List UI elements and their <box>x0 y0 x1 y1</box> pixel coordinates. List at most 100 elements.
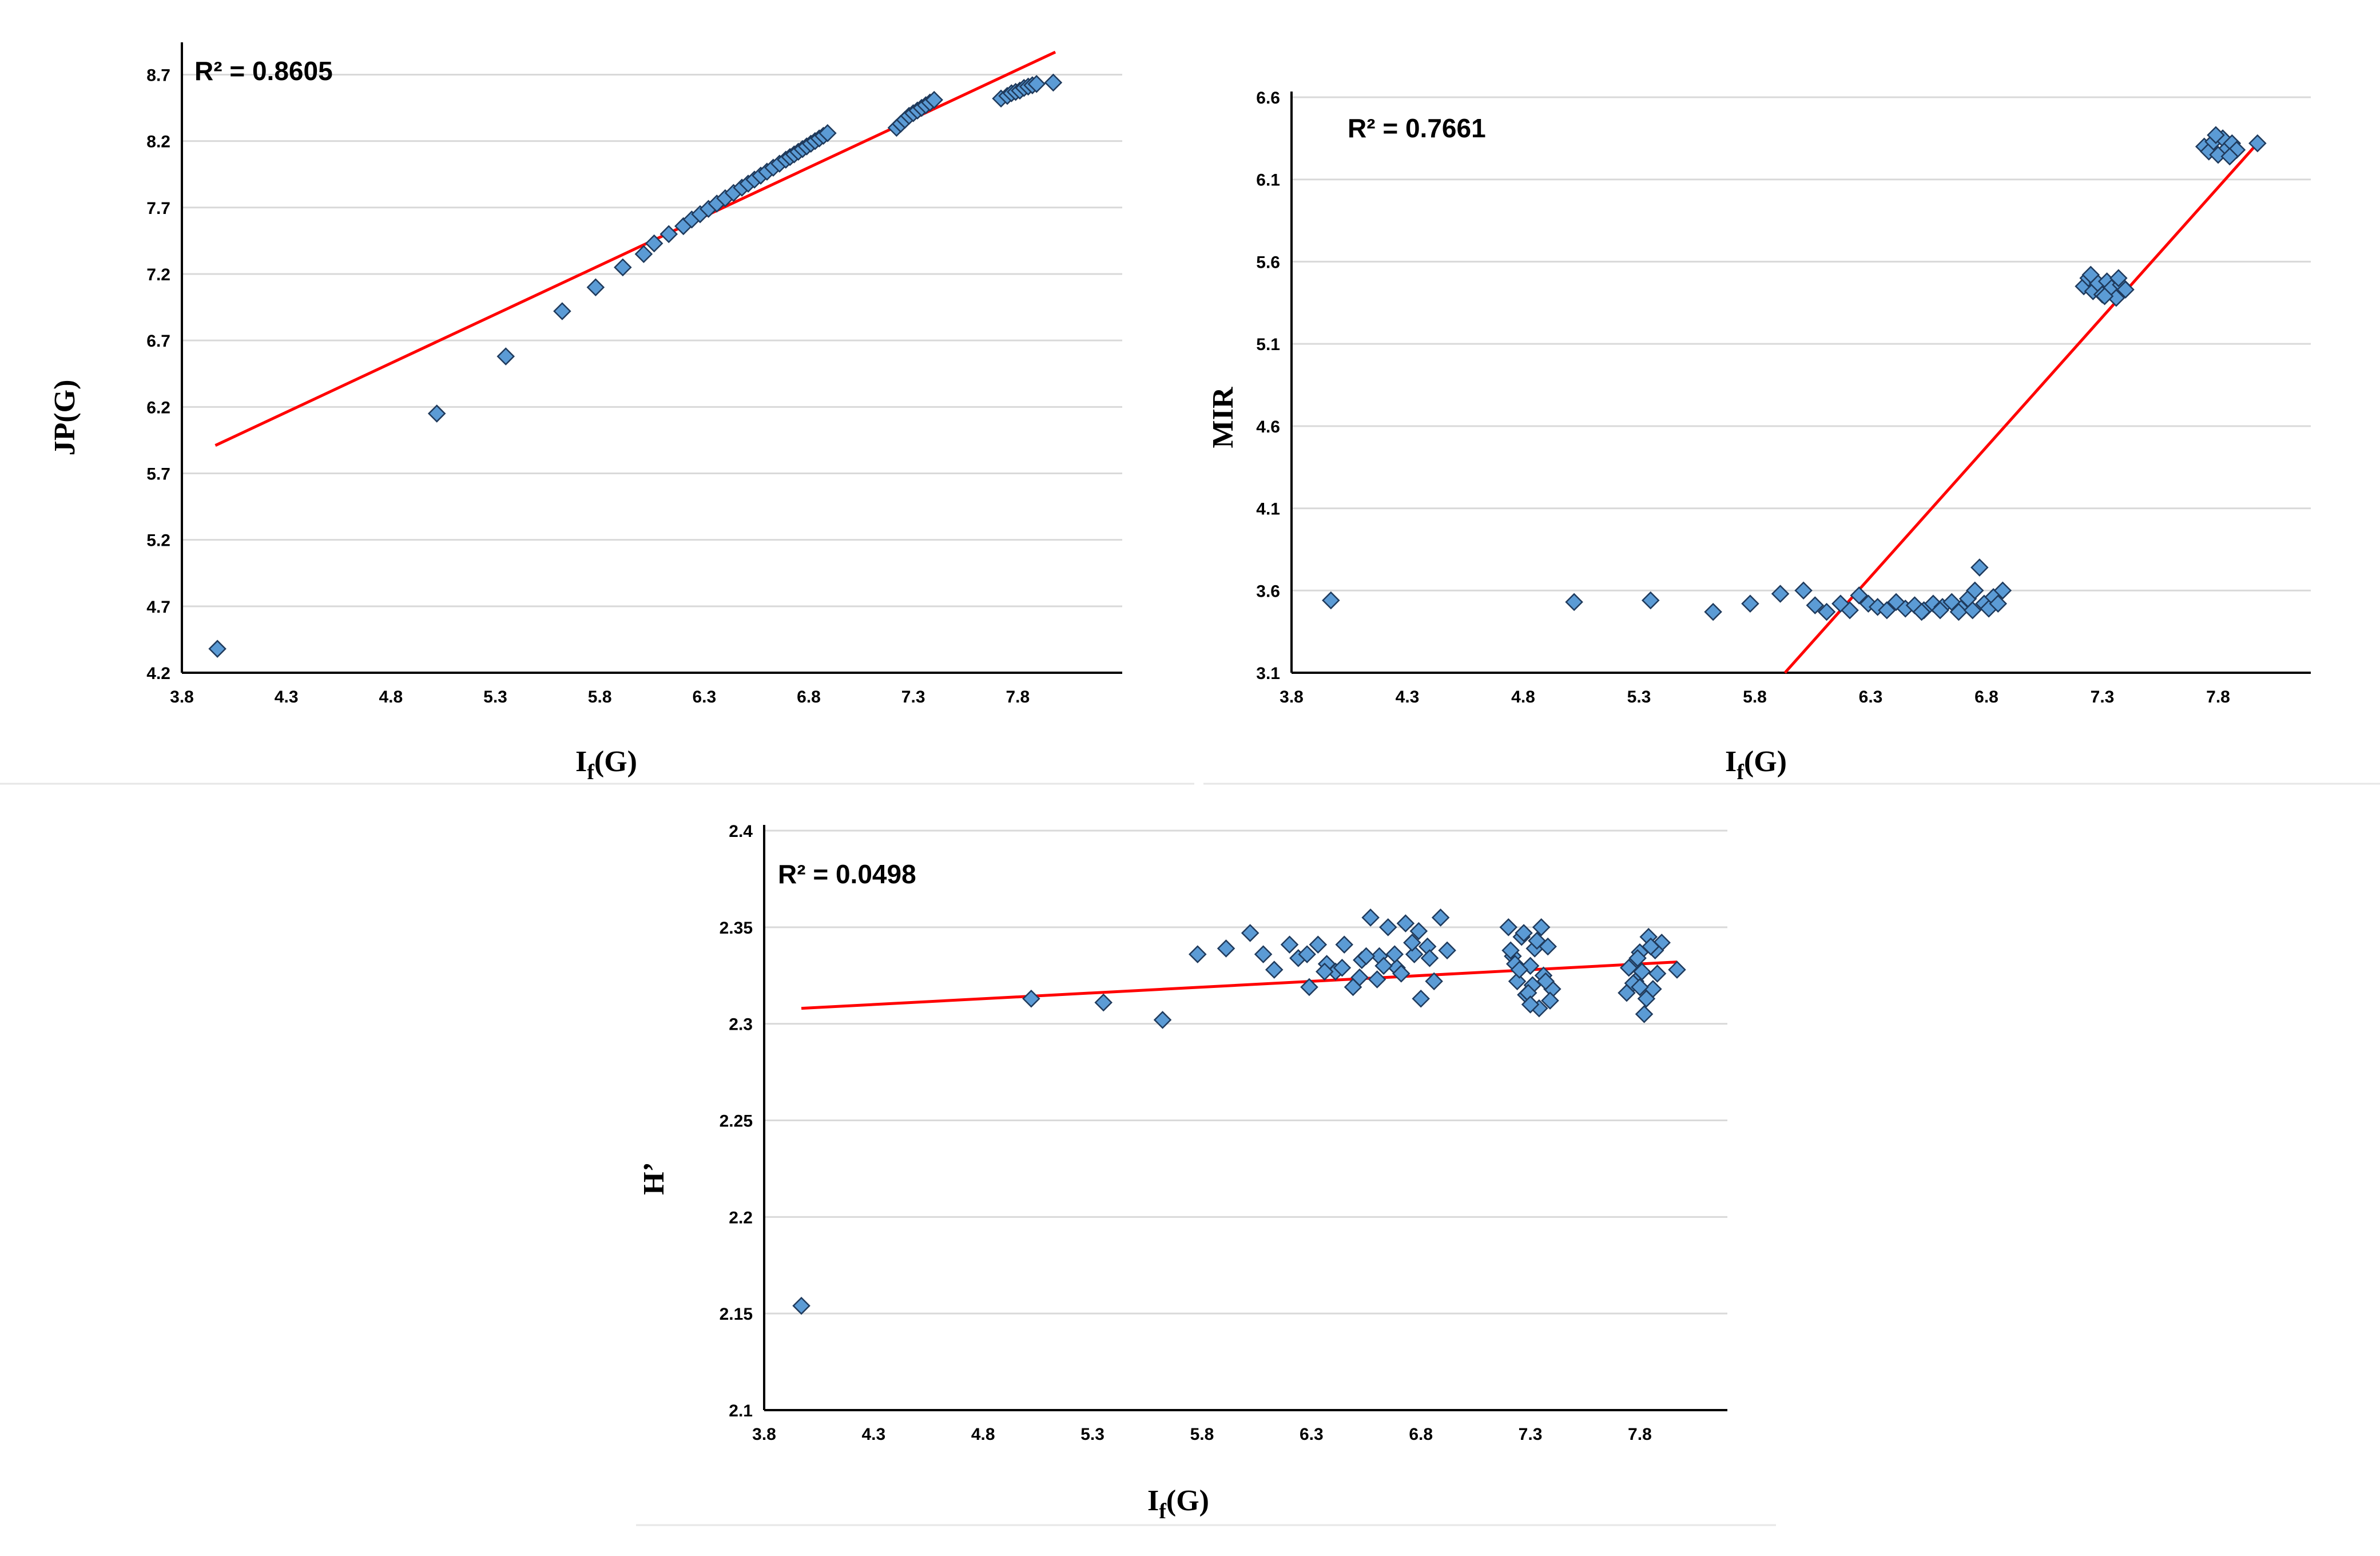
data-point <box>2116 280 2135 299</box>
x-tick-label: 5.3 <box>1627 688 1651 706</box>
data-point <box>1409 922 1428 940</box>
x-tick-label: 3.8 <box>170 688 194 706</box>
x-axis-title-subscript: f <box>587 760 595 784</box>
data-point <box>634 245 653 263</box>
trendline <box>1783 142 2259 674</box>
y-axis-title: JP(G) <box>49 380 81 456</box>
x-axis-title: If(G) <box>575 745 637 784</box>
data-point <box>1420 949 1439 967</box>
data-point <box>2109 269 2128 287</box>
data-point <box>1438 941 1456 960</box>
x-tick-label: 7.3 <box>2091 688 2115 706</box>
data-point <box>1806 596 1825 614</box>
data-point <box>659 225 678 244</box>
y-tick-label: 5.6 <box>1256 253 1280 272</box>
data-point <box>1385 945 1404 963</box>
y-tick-label: 2.1 <box>729 1402 753 1420</box>
data-point <box>1912 602 1931 621</box>
data-point <box>1350 968 1369 987</box>
data-point <box>1528 931 1546 950</box>
y-tick-label: 5.2 <box>146 531 170 550</box>
data-point <box>1392 964 1410 983</box>
data-point <box>1632 962 1651 981</box>
y-tick-label: 2.25 <box>720 1112 753 1131</box>
data-point <box>1993 581 2012 600</box>
data-point <box>208 640 227 658</box>
y-tick-label: 4.6 <box>1256 418 1280 436</box>
data-point <box>1027 74 1046 93</box>
data-point <box>1425 972 1443 991</box>
data-point <box>553 302 571 320</box>
data-point <box>1300 978 1318 997</box>
data-point <box>1631 978 1649 997</box>
x-axis-title-main: I <box>1147 1484 1159 1517</box>
x-tick-label: 5.8 <box>1190 1425 1214 1444</box>
data-point <box>1620 958 1638 977</box>
x-tick-label: 4.3 <box>1396 688 1420 706</box>
data-point <box>1189 945 1207 963</box>
data-point <box>2081 265 2100 284</box>
data-point <box>1501 941 1520 960</box>
data-point <box>1963 601 1982 620</box>
y-tick-label: 3.1 <box>1256 664 1280 683</box>
data-point <box>1217 939 1235 958</box>
x-axis-title-subscript: f <box>1159 1499 1167 1523</box>
data-point <box>1508 972 1527 991</box>
x-tick-label: 3.8 <box>1280 688 1304 706</box>
x-tick-label: 3.8 <box>752 1425 776 1444</box>
data-point <box>1704 602 1722 621</box>
data-point <box>1541 991 1559 1010</box>
y-axis-title: H’ <box>638 1162 670 1195</box>
x-axis-title-subscript: f <box>1737 760 1745 784</box>
data-point <box>1153 1011 1172 1029</box>
y-tick-label: 5.7 <box>146 465 170 483</box>
data-point <box>1309 935 1328 954</box>
x-tick-label: 7.8 <box>1006 688 1030 706</box>
data-point <box>1648 964 1667 983</box>
data-point <box>645 234 663 253</box>
data-point <box>1841 601 1859 620</box>
data-point <box>1515 924 1533 942</box>
data-point <box>1521 995 1540 1014</box>
x-tick-label: 4.8 <box>971 1425 995 1444</box>
data-point <box>1565 593 1583 612</box>
x-axis-title-rest: (G) <box>594 745 637 778</box>
data-point <box>1412 990 1430 1008</box>
x-tick-label: 6.3 <box>1859 688 1883 706</box>
data-point <box>1965 581 1984 600</box>
y-tick-label: 2.2 <box>729 1208 753 1227</box>
data-point <box>1499 918 1518 936</box>
x-tick-label: 5.3 <box>483 688 507 706</box>
data-point <box>1335 935 1353 954</box>
data-point <box>1970 558 1989 577</box>
data-point <box>1771 585 1790 603</box>
data-point <box>1641 591 1660 610</box>
r-squared-label: R² = 0.8605 <box>194 56 333 86</box>
y-tick-label: 4.2 <box>146 664 170 683</box>
x-axis-title: If(G) <box>1147 1484 1209 1523</box>
data-point <box>1635 1005 1654 1023</box>
data-point <box>2095 287 2114 305</box>
x-tick-label: 7.8 <box>1628 1425 1652 1444</box>
data-point <box>1265 960 1284 979</box>
data-point <box>1396 914 1415 932</box>
x-tick-label: 6.8 <box>797 688 821 706</box>
y-tick-label: 3.6 <box>1256 582 1280 601</box>
x-tick-label: 5.3 <box>1080 1425 1104 1444</box>
data-point <box>1316 962 1334 981</box>
data-point <box>1668 960 1686 979</box>
data-point <box>496 347 515 366</box>
data-point <box>1741 594 1759 613</box>
x-tick-label: 4.3 <box>275 688 299 706</box>
data-point <box>1536 972 1555 991</box>
data-point <box>2207 126 2225 144</box>
x-tick-label: 6.3 <box>1300 1425 1324 1444</box>
data-point <box>586 278 605 296</box>
data-point <box>1405 945 1424 963</box>
data-point <box>1642 937 1660 956</box>
y-tick-label: 6.6 <box>1256 89 1280 108</box>
data-point <box>1794 581 1813 600</box>
data-point <box>1850 586 1869 605</box>
x-tick-label: 5.8 <box>1743 688 1767 706</box>
